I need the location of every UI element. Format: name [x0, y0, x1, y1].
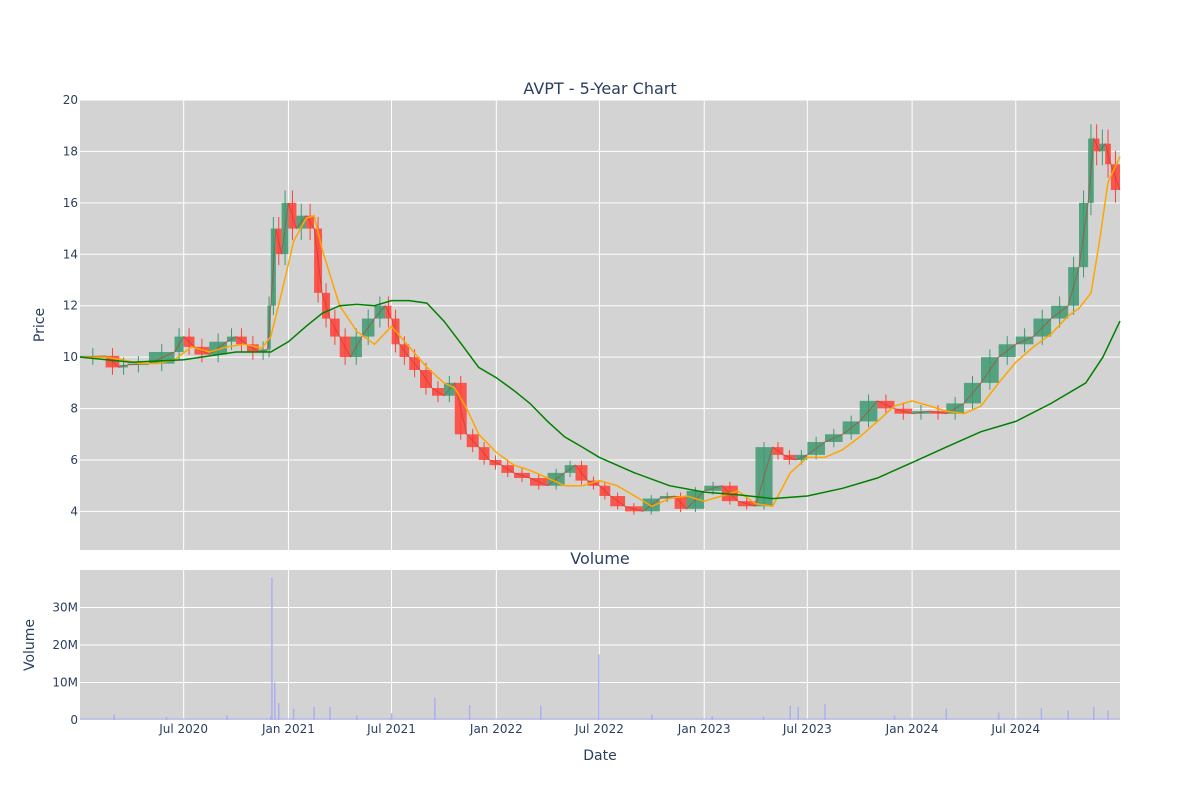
volume-bar [356, 715, 358, 720]
price-y-tick-label: 6 [70, 453, 78, 467]
x-tick-label: Jan 2021 [261, 722, 315, 736]
volume-bar [1107, 710, 1109, 720]
volume-bar [651, 714, 653, 720]
price-y-tick-label: 8 [70, 402, 78, 416]
volume-bar [540, 705, 542, 720]
volume-bar [468, 705, 471, 720]
volume-bar [711, 716, 713, 720]
x-tick-label: Jul 2022 [574, 722, 624, 736]
volume-bar [598, 654, 600, 720]
volume-bar [113, 714, 115, 720]
price-y-tick-label: 14 [63, 247, 78, 261]
volume-bar [797, 706, 799, 720]
volume-bar [226, 715, 228, 720]
volume-bar [278, 703, 280, 720]
price-y-tick-label: 20 [63, 93, 78, 107]
volume-bar [274, 682, 276, 720]
volume-bar [762, 716, 765, 720]
volume-y-tick-label: 30M [52, 601, 78, 615]
x-tick-label: Jan 2024 [885, 722, 939, 736]
volume-bar [313, 706, 315, 720]
volume-bar [292, 708, 295, 720]
volume-bar [270, 716, 272, 720]
price-y-tick-label: 12 [63, 299, 78, 313]
volume-y-tick-label: 0 [70, 713, 78, 727]
moving-average-short-line [80, 156, 1121, 508]
volume-baseline [80, 718, 1120, 720]
volume-bar [1067, 710, 1069, 720]
x-tick-label: Jul 2020 [158, 722, 208, 736]
price-chart-title: AVPT - 5-Year Chart [523, 79, 676, 98]
price-y-tick-label: 18 [63, 144, 78, 158]
x-tick-label: Jul 2023 [782, 722, 832, 736]
price-y-tick-label: 10 [63, 350, 78, 364]
volume-y-tick-label: 10M [52, 676, 78, 690]
price-y-tick-label: 16 [63, 196, 78, 210]
x-tick-label: Jan 2023 [677, 722, 731, 736]
volume-bar [329, 706, 331, 720]
volume-bar [434, 697, 436, 720]
x-tick-label: Jul 2024 [990, 722, 1040, 736]
x-tick-label: Jul 2021 [366, 722, 416, 736]
volume-bar [824, 704, 826, 720]
volume-bar [893, 715, 896, 720]
volume-y-tick-label: 20M [52, 638, 78, 652]
volume-bar [1093, 706, 1095, 720]
x-axis-label: Date [583, 748, 616, 764]
price-plot-background [80, 100, 1120, 550]
price-y-axis-label: Price [32, 308, 48, 342]
volume-bar [390, 713, 393, 720]
price-y-tick-label: 4 [70, 504, 78, 518]
volume-bar [945, 708, 948, 720]
volume-bar [165, 717, 168, 720]
volume-chart-title: Volume [570, 549, 630, 568]
volume-bar [271, 577, 273, 720]
volume-bar [997, 712, 1000, 720]
volume-bar [789, 705, 791, 720]
volume-bar [1040, 708, 1043, 720]
volume-y-axis-label: Volume [22, 619, 38, 671]
close-price-line [79, 136, 1121, 512]
moving-average-long-line [79, 299, 1121, 500]
x-tick-label: Jan 2022 [469, 722, 523, 736]
